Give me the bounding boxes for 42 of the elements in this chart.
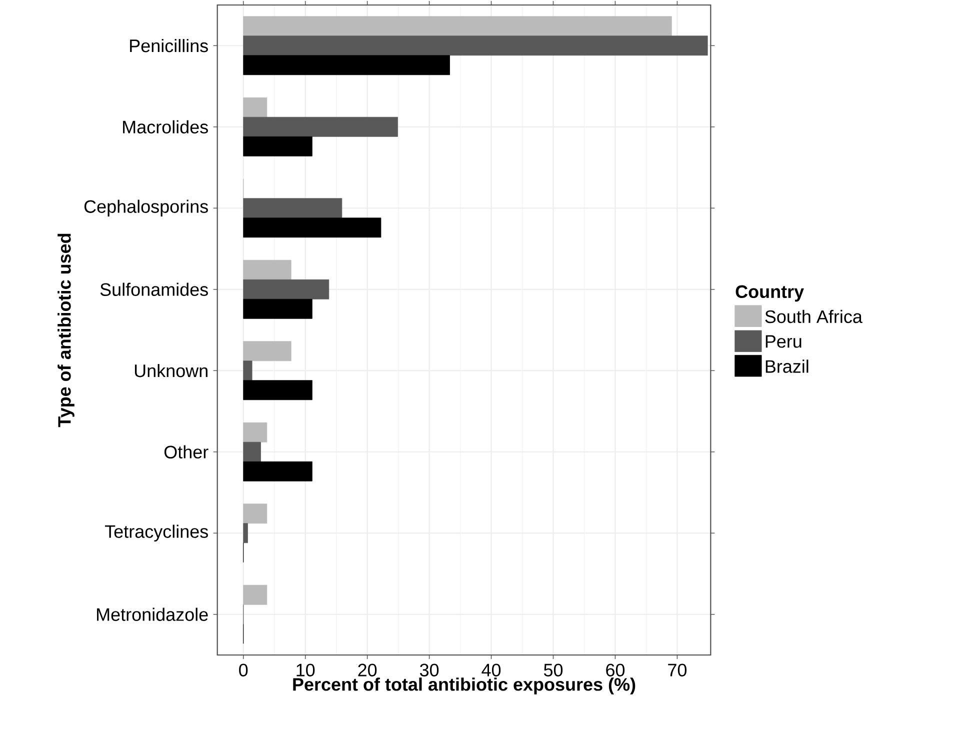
bar: [243, 218, 382, 238]
x-tick-label: 0: [239, 664, 248, 676]
bar: [243, 136, 312, 156]
x-tick-label: 60: [606, 664, 625, 676]
bar: [243, 341, 292, 362]
bar: [243, 523, 248, 544]
x-tick-label: 10: [296, 664, 315, 676]
y-tick-label: Other: [164, 445, 208, 458]
bar: [243, 298, 312, 319]
bar: [243, 422, 268, 442]
x-axis-title: Percent of total antibiotic exposures (%): [293, 678, 636, 694]
legend-label: South Africa: [765, 310, 862, 324]
y-tick-label: Penicillins: [130, 39, 208, 52]
y-tick-label: Metronidazole: [97, 608, 208, 621]
x-tick-label: 20: [358, 664, 377, 676]
legend-label: Peru: [766, 335, 802, 348]
x-tick-label: 30: [420, 664, 439, 676]
x-tick-label: 40: [482, 664, 501, 676]
y-tick-label: Cephalosporins: [84, 200, 208, 217]
bar: [243, 279, 330, 300]
bar: [243, 504, 268, 524]
bar: [243, 461, 312, 482]
x-tick-label: 70: [668, 664, 687, 676]
bar: [243, 97, 268, 118]
legend-title: Country: [736, 285, 804, 302]
bar: [243, 260, 292, 280]
legend-label: Brazil: [766, 360, 808, 373]
bar: [243, 442, 261, 462]
y-tick-label: Tetracyclines: [104, 524, 208, 542]
y-axis-title: Type of antibiotic used: [58, 234, 74, 428]
bar: [243, 198, 342, 218]
bar: [243, 584, 268, 605]
x-tick-label: 50: [544, 664, 563, 676]
y-tick-label: Unknown: [134, 364, 208, 378]
bar: [243, 116, 398, 137]
y-tick-label: Sulfonamides: [100, 282, 208, 296]
bar: [243, 380, 312, 400]
bar: [243, 360, 252, 381]
bar: [243, 36, 708, 56]
bar: [243, 16, 672, 36]
y-tick-label: Macrolides: [123, 120, 208, 134]
bar: [243, 55, 450, 76]
